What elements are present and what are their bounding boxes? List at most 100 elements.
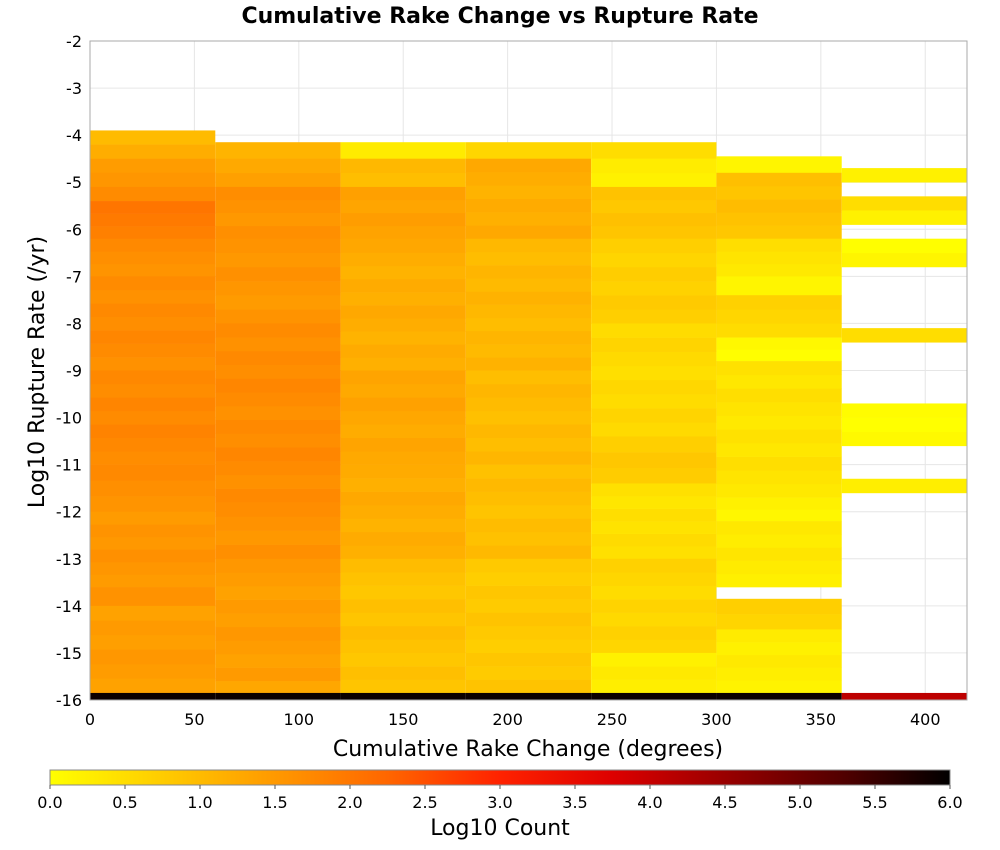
- heatmap-cell: [90, 213, 216, 227]
- heatmap-cell: [591, 142, 717, 159]
- heatmap-cell: [465, 397, 592, 412]
- heatmap-cell: [465, 330, 592, 345]
- x-tick-label: 300: [701, 710, 732, 729]
- heatmap-cell: [716, 547, 842, 561]
- heatmap-cell: [215, 186, 341, 201]
- heatmap-cell: [215, 405, 341, 421]
- heatmap-cell: [90, 496, 216, 513]
- heatmap-cell: [591, 323, 717, 338]
- x-axis-label: Cumulative Rake Change (degrees): [333, 737, 723, 762]
- heatmap-cell: [340, 292, 466, 306]
- heatmap-cell: [340, 397, 466, 412]
- colorbar-tick-label: 3.5: [562, 793, 587, 812]
- heatmap-cell: [591, 365, 717, 381]
- heatmap-cell: [716, 534, 842, 548]
- heatmap-cell: [591, 281, 717, 296]
- heatmap-cell: [340, 464, 466, 479]
- heatmap-cell: [465, 679, 592, 694]
- heatmap-cell: [90, 536, 216, 550]
- heatmap-cell: [90, 330, 216, 344]
- heatmap-cell: [716, 497, 842, 510]
- heatmap-cell: [90, 634, 216, 650]
- heatmap-cell: [340, 212, 466, 227]
- heatmap-cell: [591, 379, 717, 395]
- heatmap-cell: [591, 266, 717, 282]
- colorbar-tick-label: 1.0: [187, 793, 212, 812]
- heatmap-cell: [90, 574, 216, 588]
- heatmap-cell: [716, 156, 842, 174]
- heatmap-cell: [465, 172, 592, 186]
- colorbar-label: Log10 Count: [430, 816, 570, 841]
- heatmap-cell: [90, 410, 216, 425]
- heatmap-cell: [465, 545, 592, 560]
- heatmap-cell: [215, 599, 341, 614]
- heatmap-cell: [215, 585, 341, 600]
- heatmap-cell: [340, 585, 466, 600]
- heatmap-cell: [340, 305, 466, 319]
- heatmap-cell: [340, 625, 466, 640]
- heatmap-cell: [716, 337, 842, 350]
- heatmap-cell: [465, 304, 592, 319]
- heatmap-cell: [716, 295, 842, 310]
- heatmap-cells: [90, 130, 967, 701]
- heatmap-cell: [591, 394, 717, 409]
- heatmap-cell: [90, 316, 216, 331]
- heatmap-cell: [465, 344, 592, 358]
- heatmap-cell: [591, 467, 717, 484]
- heatmap-cell: [90, 524, 216, 538]
- heatmap-cell: [215, 516, 341, 531]
- heatmap-cell: [465, 625, 592, 640]
- heatmap-cell: [340, 679, 466, 694]
- y-tick-label: -6: [66, 220, 82, 239]
- heatmap-cell: [90, 289, 216, 304]
- y-tick-label: -8: [66, 314, 82, 333]
- heatmap-cell: [716, 238, 842, 252]
- heatmap-cell: [215, 488, 341, 503]
- heatmap-cell: [716, 251, 842, 265]
- heatmap-cell: [841, 210, 967, 225]
- heatmap-cell: [215, 419, 341, 434]
- heatmap-cell: [215, 337, 341, 352]
- heatmap-cell: [90, 144, 216, 159]
- x-tick-label: 400: [910, 710, 941, 729]
- heatmap-cell: [215, 433, 341, 448]
- heatmap-cell: [591, 612, 717, 627]
- heatmap-cell: [90, 383, 216, 398]
- colorbar-tick-label: 6.0: [937, 793, 962, 812]
- x-tick-label: 0: [85, 710, 95, 729]
- heatmap-cell: [215, 681, 341, 694]
- heatmap-cell: [90, 370, 216, 385]
- heatmap-cell: [591, 436, 717, 453]
- heatmap-cell: [465, 278, 592, 292]
- colorbar-tick-label: 2.0: [337, 793, 362, 812]
- colorbar-tick-label: 1.5: [262, 793, 287, 812]
- heatmap-cell: [591, 626, 717, 640]
- x-tick-label: 250: [597, 710, 628, 729]
- heatmap-cell: [465, 424, 592, 439]
- heatmap-cell: [591, 679, 717, 694]
- heatmap-cell: [591, 666, 717, 680]
- heatmap-cell: [716, 483, 842, 498]
- heatmap-cell: [90, 303, 216, 318]
- heatmap-cell: [215, 544, 341, 560]
- heatmap-cell: [215, 447, 341, 462]
- y-tick-label: -12: [56, 503, 82, 522]
- heatmap-cell: [340, 410, 466, 425]
- colorbar-tick-label: 2.5: [412, 793, 437, 812]
- y-tick-label: -7: [66, 267, 82, 286]
- heatmap-cell: [340, 331, 466, 345]
- heatmap-cell: [465, 238, 592, 253]
- heatmap-cell: [465, 692, 592, 701]
- heatmap-cell: [716, 509, 842, 522]
- heatmap-cell: [90, 343, 216, 358]
- heatmap-cell: [591, 692, 717, 701]
- y-axis-label: Log10 Rupture Rate (/yr): [25, 236, 50, 508]
- heatmap-cell: [340, 599, 466, 613]
- heatmap-cell: [90, 186, 216, 202]
- heatmap-cell: [340, 491, 466, 506]
- heatmap-cell: [215, 158, 341, 174]
- heatmap-cell: [90, 263, 216, 277]
- colorbar-tick-label: 0.0: [37, 793, 62, 812]
- heatmap-cell: [716, 560, 842, 575]
- heatmap-cell: [340, 383, 466, 398]
